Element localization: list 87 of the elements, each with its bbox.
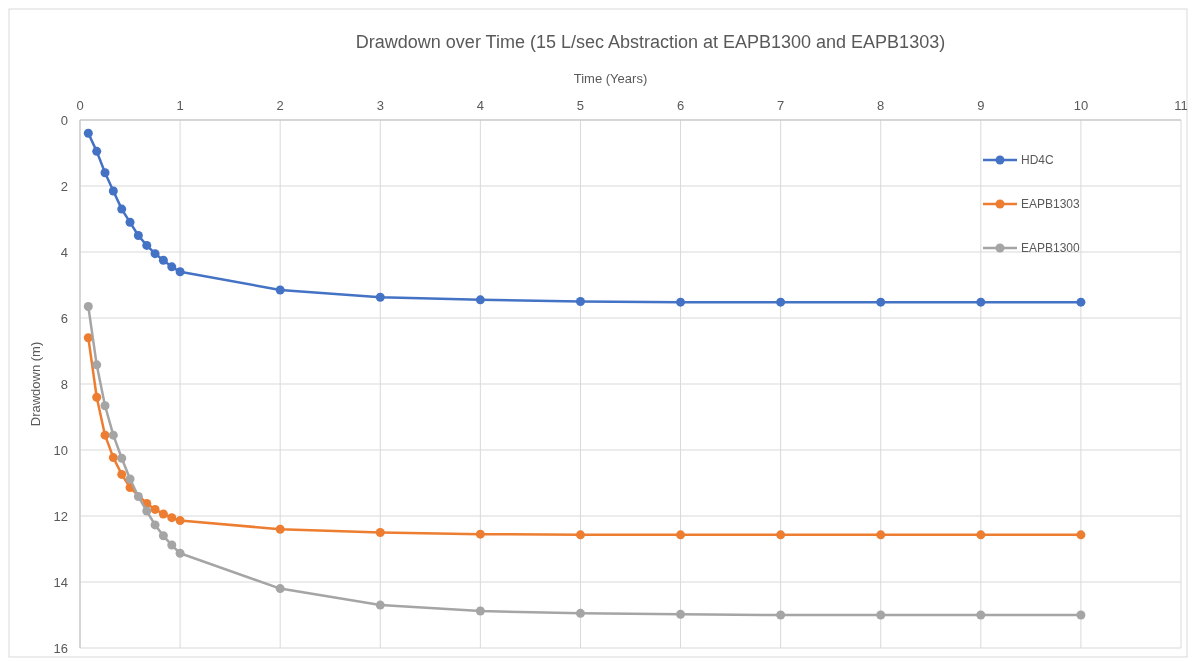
point (108, 453, 118, 463)
point (776, 530, 786, 540)
point (142, 506, 152, 516)
point (776, 297, 786, 307)
x-tick-label: 3 (376, 98, 384, 113)
point (676, 297, 686, 307)
point (475, 529, 485, 539)
point (375, 528, 385, 537)
x-tick-label: 7 (777, 98, 785, 113)
legend-label: HD4C (1021, 153, 1055, 167)
point (776, 610, 786, 620)
y-axis-title: Drawdown (m) (28, 341, 43, 427)
point (1076, 530, 1086, 540)
point (375, 292, 385, 302)
x-tick-label: 2 (276, 98, 284, 113)
point (175, 267, 185, 277)
point (150, 504, 160, 514)
point (375, 600, 385, 610)
x-axis-title: Time (Years) (573, 71, 648, 86)
point (275, 285, 285, 295)
point (158, 531, 168, 541)
point (167, 513, 177, 523)
point (100, 401, 110, 411)
point (167, 262, 177, 272)
point (175, 516, 185, 526)
point (676, 530, 686, 540)
point (142, 240, 152, 250)
point (158, 509, 168, 519)
point (275, 524, 285, 534)
x-tick-label: 10 (1073, 98, 1089, 113)
point (92, 146, 102, 156)
point (976, 530, 986, 540)
point (575, 297, 585, 306)
y-tick-label: 8 (60, 377, 68, 392)
point (175, 548, 185, 558)
point (150, 520, 160, 530)
y-tick-label: 4 (60, 245, 68, 260)
point (876, 297, 886, 307)
y-tick-label: 14 (53, 575, 68, 590)
point (100, 430, 110, 440)
chart-title: Drawdown over Time (15 L/sec Abstraction at EAPB1300 and EAPB1303) (355, 32, 946, 52)
point (133, 492, 143, 502)
y-tick-label: 6 (60, 311, 68, 326)
point (275, 584, 285, 594)
y-tick-label: 2 (60, 179, 68, 194)
y-tick-label: 0 (60, 113, 68, 128)
point (108, 430, 118, 440)
x-tick-label: 1 (176, 98, 184, 113)
point (83, 128, 93, 138)
point (876, 530, 886, 540)
point (167, 540, 177, 550)
point (475, 295, 485, 305)
x-tick-label: 8 (877, 98, 885, 113)
point (133, 231, 143, 240)
x-tick-label: 11 (1174, 98, 1188, 113)
point (92, 392, 102, 402)
point (117, 453, 127, 463)
y-tick-label: 16 (53, 641, 68, 656)
point (150, 249, 160, 259)
point (92, 360, 102, 370)
x-tick-label: 5 (576, 98, 585, 113)
legend-label: EAPB1300 (1021, 241, 1081, 255)
point (1076, 610, 1086, 620)
x-tick-label: 9 (977, 98, 985, 113)
point (158, 255, 168, 265)
point (125, 217, 135, 227)
point (876, 610, 886, 620)
point (976, 297, 986, 307)
y-tick-label: 10 (53, 443, 68, 458)
point (108, 186, 118, 196)
point (1076, 297, 1086, 307)
legend-label: EAPB1303 (1021, 197, 1081, 211)
x-tick-label: 0 (76, 98, 84, 113)
point (117, 204, 127, 214)
point (676, 609, 686, 619)
x-tick-label: 4 (476, 98, 484, 113)
point (100, 168, 110, 178)
point (125, 474, 135, 484)
point (575, 530, 585, 540)
point (83, 301, 93, 311)
point (117, 469, 127, 479)
point (83, 333, 93, 343)
x-tick-label: 6 (676, 98, 685, 113)
point (475, 606, 485, 616)
point (575, 608, 585, 618)
point (976, 610, 986, 620)
y-tick-label: 12 (53, 509, 68, 524)
